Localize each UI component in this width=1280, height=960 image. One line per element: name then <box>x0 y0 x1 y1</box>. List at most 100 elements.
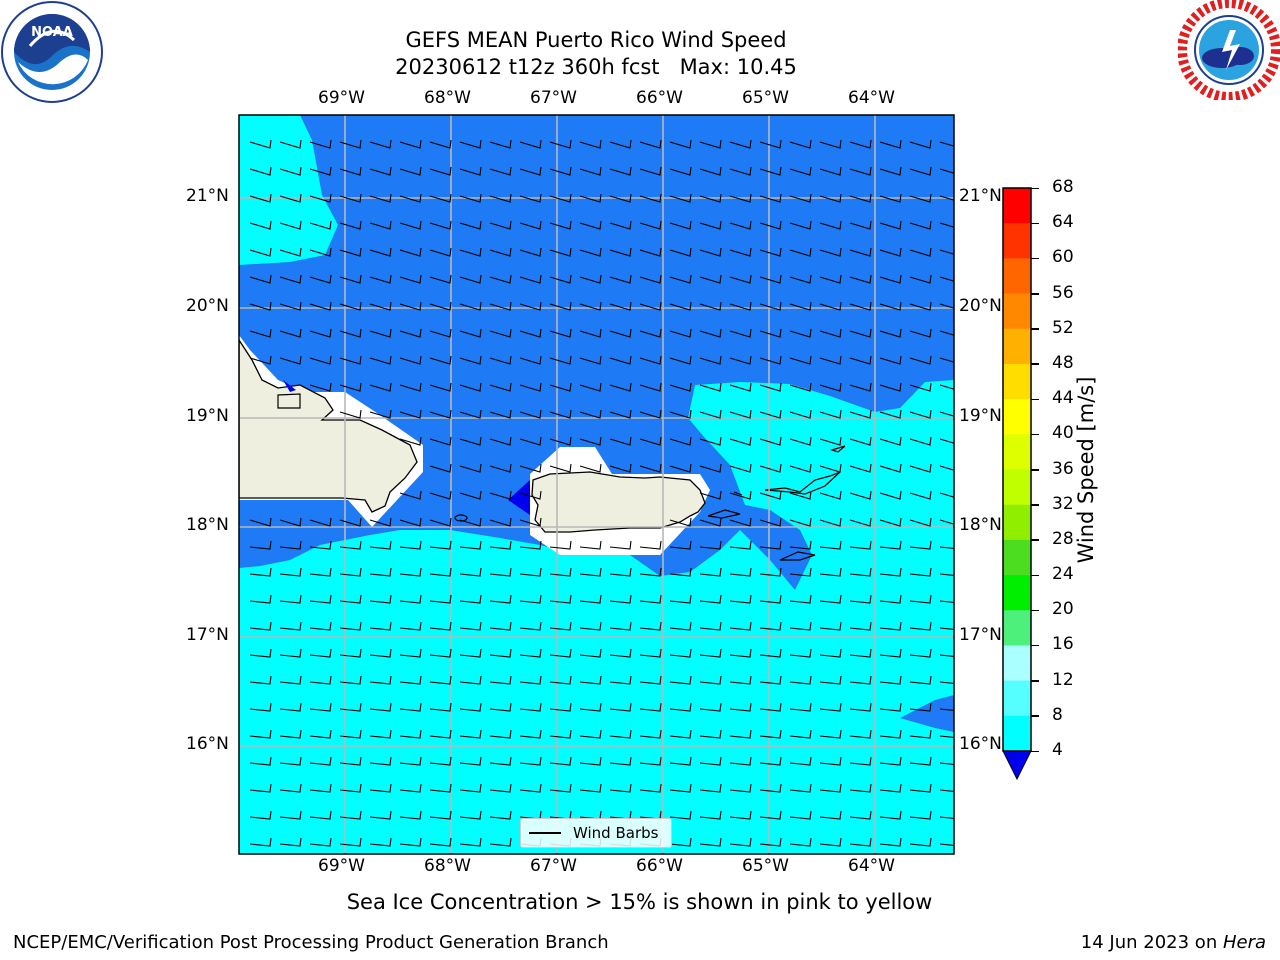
wind-barb <box>429 355 452 365</box>
wind-barb <box>489 247 512 257</box>
wind-barb <box>579 301 602 311</box>
wind-barb <box>339 409 362 419</box>
wind-barb <box>849 490 872 500</box>
wind-barb <box>699 810 722 820</box>
wind-barb <box>729 274 752 284</box>
lat-label-right-19n: 19°N <box>959 406 1002 426</box>
wind-barb <box>249 540 272 550</box>
wind-barb <box>789 301 812 311</box>
wind-barb <box>489 594 512 604</box>
wind-barb <box>729 463 752 473</box>
wind-barb <box>639 675 662 685</box>
wind-barb <box>699 328 722 338</box>
wind-barb <box>669 540 692 550</box>
wind-barb <box>609 648 632 658</box>
wind-barb <box>639 220 662 230</box>
wind-barb <box>729 436 752 446</box>
wind-barb <box>339 621 362 631</box>
wind-barb <box>669 675 692 685</box>
wind-barb <box>549 675 572 685</box>
wind-barb <box>489 567 512 577</box>
wind-barb <box>699 409 722 419</box>
wind-barb <box>939 357 954 363</box>
wind-barb <box>669 409 692 419</box>
colorbar-tick-mark <box>1031 257 1039 260</box>
wind-barb <box>459 139 482 149</box>
wind-barb <box>909 810 932 820</box>
wind-barb <box>849 837 872 847</box>
wind-barb <box>549 594 572 604</box>
wind-barb <box>759 567 782 577</box>
wind-barb <box>879 648 902 658</box>
wind-barb <box>849 436 872 446</box>
wind-barb <box>369 247 392 257</box>
wind-barb <box>369 810 392 820</box>
wind-barb <box>579 355 602 365</box>
wind-barb <box>759 517 782 527</box>
wind-barb <box>549 166 572 176</box>
wind-barb <box>879 220 902 230</box>
wind-barb <box>429 490 452 500</box>
wind-barb <box>399 594 422 604</box>
wind-barb <box>249 517 272 527</box>
wind-barb <box>459 220 482 230</box>
wind-barb <box>339 220 362 230</box>
wind-barb <box>939 303 954 309</box>
wind-barb <box>489 648 512 658</box>
wind-barb <box>759 810 782 820</box>
wind-barb <box>759 490 782 500</box>
colorbar-tick-label: 4 <box>1052 740 1063 760</box>
wind-barb <box>489 463 512 473</box>
wind-barb <box>339 648 362 658</box>
wind-barb <box>849 409 872 419</box>
wind-barb <box>399 621 422 631</box>
wind-barb <box>549 702 572 712</box>
footer-date: 14 Jun 2023 on Hera <box>1081 932 1266 953</box>
map-frame <box>238 114 955 855</box>
wind-barb <box>339 540 362 550</box>
wind-barb <box>729 139 752 149</box>
wind-barb <box>699 301 722 311</box>
wind-barb <box>399 328 422 338</box>
wind-barb <box>849 729 872 739</box>
wind-barb <box>909 355 932 365</box>
wind-barb <box>699 193 722 203</box>
wind-barb <box>849 567 872 577</box>
wind-barb <box>339 837 362 847</box>
wind-barb <box>699 463 722 473</box>
wind-barb <box>279 810 302 820</box>
wind-barb <box>459 837 482 847</box>
wind-barb <box>699 621 722 631</box>
wind-barb <box>909 382 932 392</box>
wind-barb <box>429 220 452 230</box>
wind-barb <box>639 756 662 766</box>
wind-barb <box>939 816 954 819</box>
wind-barb <box>729 783 752 793</box>
wind-barb <box>639 382 662 392</box>
wind-barb <box>819 810 842 820</box>
lat-label-right-20n: 20°N <box>959 296 1002 316</box>
wind-barb <box>789 382 812 392</box>
wind-barb <box>339 139 362 149</box>
wind-barb <box>759 675 782 685</box>
wind-barb <box>789 517 812 527</box>
lon-label-top-66w: 66°W <box>636 88 683 108</box>
colorbar-tick-label: 20 <box>1052 599 1074 620</box>
wind-barb <box>609 301 632 311</box>
nws-logo-icon <box>1178 0 1280 100</box>
wind-barb <box>549 328 572 338</box>
wind-barb <box>789 810 812 820</box>
wind-barb <box>579 729 602 739</box>
wind-barb <box>309 837 332 847</box>
wind-barb <box>789 193 812 203</box>
wind-barb <box>519 517 542 527</box>
wind-barb <box>639 567 662 577</box>
wind-barb <box>459 409 482 419</box>
wind-barb <box>819 247 842 257</box>
wind-barb <box>609 675 632 685</box>
wind-barb <box>909 621 932 631</box>
wind-barb <box>849 517 872 527</box>
wind-barb <box>879 756 902 766</box>
wind-barb <box>519 328 542 338</box>
wind-barb <box>639 355 662 365</box>
